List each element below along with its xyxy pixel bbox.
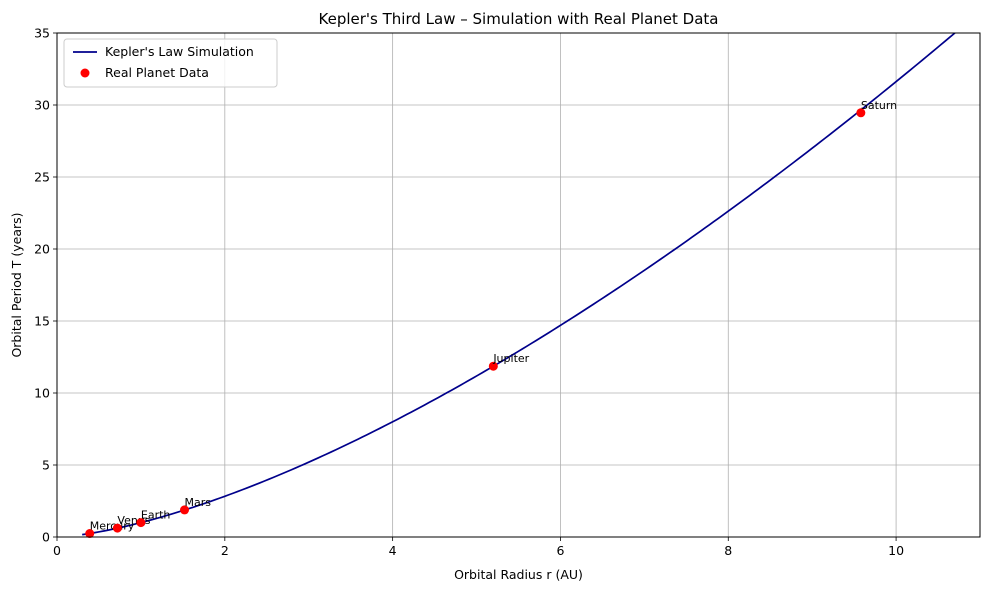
x-tick-label: 10 xyxy=(888,543,904,558)
y-tick-label: 20 xyxy=(34,242,50,257)
axes-frame xyxy=(56,32,981,538)
x-tick-label: 8 xyxy=(724,543,732,558)
y-tick-label: 15 xyxy=(34,314,50,329)
x-tick-label: 2 xyxy=(221,543,229,558)
y-tick-label: 0 xyxy=(42,530,50,545)
x-tick-label: 4 xyxy=(389,543,397,558)
x-tick-label: 6 xyxy=(556,543,564,558)
y-tick-label: 5 xyxy=(42,458,50,473)
planet-point xyxy=(488,361,498,371)
legend-simulation-label: Kepler's Law Simulation xyxy=(105,44,254,59)
planet-label: Mercury xyxy=(90,520,135,533)
planet-point xyxy=(112,523,122,533)
planet-label: Earth xyxy=(141,509,171,522)
legend-box xyxy=(63,38,278,88)
planet-point xyxy=(136,518,146,528)
x-tick-label: 0 xyxy=(53,543,61,558)
y-tick-label: 10 xyxy=(34,386,50,401)
y-tick-label: 35 xyxy=(34,26,50,41)
x-axis-label: Orbital Radius r (AU) xyxy=(454,567,583,582)
legend-point-swatch xyxy=(80,68,90,78)
planet-label: Saturn xyxy=(861,99,897,112)
legend-planets-label: Real Planet Data xyxy=(105,65,209,80)
y-tick-label: 30 xyxy=(34,98,50,113)
y-tick-label: 25 xyxy=(34,170,50,185)
y-axis-label: Orbital Period T (years) xyxy=(9,212,24,357)
ticks: 0 2 4 6 8 10 0 5 10 15 20 25 30 35 xyxy=(34,26,904,559)
planet-label: Mars xyxy=(185,496,212,509)
planet-point xyxy=(180,505,190,515)
planet-label: Jupiter xyxy=(492,352,529,365)
planet-point xyxy=(856,108,866,118)
grid xyxy=(56,32,980,538)
legend: Kepler's Law Simulation Real Planet Data xyxy=(63,38,278,88)
planet-point xyxy=(85,529,95,539)
simulation-line xyxy=(82,33,957,536)
chart-title: Kepler's Third Law – Simulation with Rea… xyxy=(319,10,719,28)
